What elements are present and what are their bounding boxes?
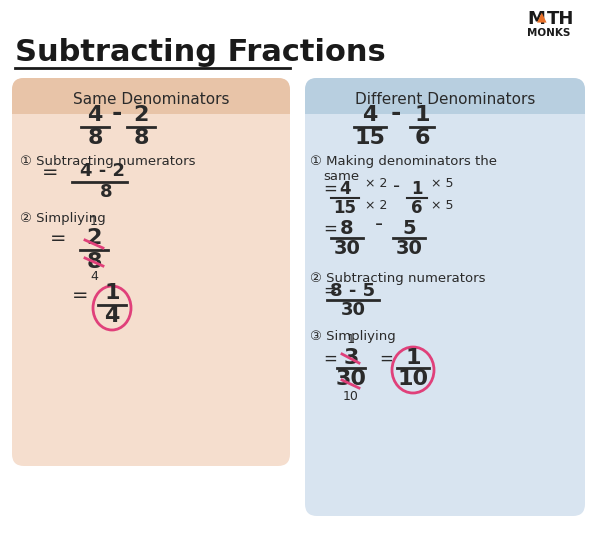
Text: 6: 6 [414,128,430,148]
Text: 8 - 5: 8 - 5 [331,282,376,300]
Text: 30: 30 [341,301,365,319]
Bar [305,98,585,114]
Text: 2: 2 [133,105,149,125]
Text: 30: 30 [334,239,361,258]
Text: M: M [527,10,545,28]
Text: -: - [393,177,400,196]
FancyBboxPatch shape [305,78,585,516]
Text: =: = [72,286,89,305]
Text: 30: 30 [335,369,367,389]
Ellipse shape [93,286,131,330]
Text: same: same [323,170,359,183]
FancyBboxPatch shape [305,78,585,114]
Text: Different Denominators: Different Denominators [355,92,535,108]
Text: 4 - 2: 4 - 2 [80,162,125,180]
Text: =: = [323,220,337,238]
Text: 1: 1 [414,105,430,125]
Text: ③ Simpliying: ③ Simpliying [310,330,396,343]
Text: 6: 6 [411,199,423,217]
Text: 1: 1 [90,215,98,228]
Text: 15: 15 [355,128,385,148]
Text: 15: 15 [334,199,356,217]
Text: =: = [50,229,67,248]
Text: 8: 8 [133,128,149,148]
Text: Same Denominators: Same Denominators [73,92,229,108]
Text: 2: 2 [86,228,101,248]
Ellipse shape [392,347,434,393]
Text: =: = [323,282,337,300]
Text: 8: 8 [100,183,113,201]
FancyBboxPatch shape [12,78,290,114]
Text: 1: 1 [347,333,355,346]
Text: TH: TH [547,10,574,28]
Text: =: = [323,180,337,198]
Text: × 5: × 5 [431,177,454,190]
Text: =: = [323,350,337,368]
Text: =: = [42,163,59,182]
Text: 8: 8 [86,252,102,272]
Bar [12,98,290,114]
Text: ① Making denominators the: ① Making denominators the [310,155,497,168]
Text: 1: 1 [104,283,120,303]
Text: 1: 1 [411,180,423,198]
Text: × 5: × 5 [431,199,454,212]
Text: 4: 4 [88,105,103,125]
Text: -: - [112,101,122,125]
Text: 4: 4 [362,105,377,125]
Text: ▲: ▲ [537,10,547,23]
Text: Subtracting Fractions: Subtracting Fractions [15,38,386,67]
Text: ① Subtracting numerators: ① Subtracting numerators [20,155,196,168]
Text: 8: 8 [340,219,354,238]
Text: =: = [379,350,393,368]
Text: 4: 4 [339,180,351,198]
Text: 4: 4 [104,306,119,326]
Text: ② Simpliying: ② Simpliying [20,212,106,225]
Text: 5: 5 [402,219,416,238]
Text: ② Subtracting numerators: ② Subtracting numerators [310,272,485,285]
Text: 1: 1 [405,348,421,368]
Text: MONKS: MONKS [527,28,571,38]
Text: 4: 4 [90,270,98,283]
Text: 3: 3 [343,348,359,368]
Text: -: - [391,101,401,125]
Text: 10: 10 [343,390,359,403]
FancyBboxPatch shape [12,78,290,466]
Text: 30: 30 [395,239,422,258]
Text: 8: 8 [87,128,103,148]
Text: × 2: × 2 [365,199,388,212]
Text: 10: 10 [397,369,428,389]
Text: -: - [375,214,383,234]
Text: × 2: × 2 [365,177,388,190]
